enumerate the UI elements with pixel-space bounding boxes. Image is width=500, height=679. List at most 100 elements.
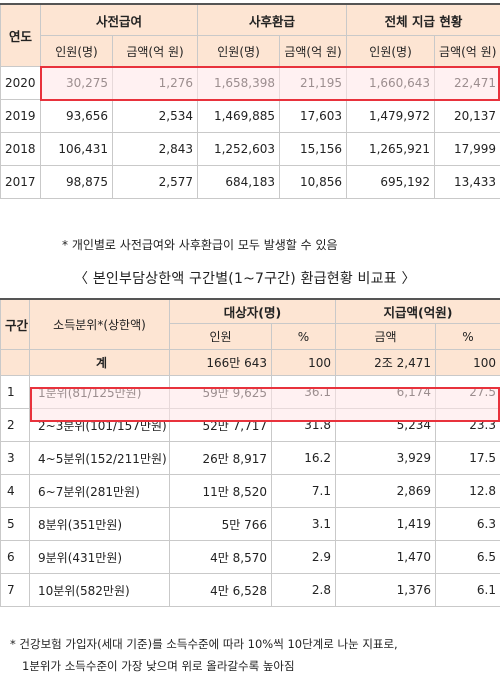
- value-cell: 12.8: [435, 474, 500, 508]
- table-row: 4 6~7분위(281만원) 11만 8,520 7.1 2,869 12.8: [0, 474, 500, 508]
- value-cell: 4만 8,570: [169, 540, 272, 574]
- section-cell: 7: [0, 573, 30, 607]
- table-row: 2018 106,431 2,843 1,252,603 15,156 1,26…: [0, 132, 500, 166]
- section-cell: 2: [0, 408, 30, 442]
- value-cell: 26만 8,917: [169, 441, 272, 475]
- section-title: 〈 본인부담상한액 구간별(1~7구간) 환급현황 비교표 〉: [74, 271, 416, 287]
- income-cell: 6~7분위(281만원): [29, 474, 170, 508]
- table-row: 2020 30,275 1,276 1,658,398 21,195 1,660…: [0, 66, 500, 100]
- value-cell: 106,431: [40, 132, 113, 166]
- value-cell: 2.9: [271, 540, 336, 574]
- group-header-refund: 사후환급: [197, 3, 348, 36]
- group-header-recipients: 대상자(명): [169, 298, 336, 324]
- value-cell: 684,183: [197, 165, 281, 199]
- section-cell: 3: [0, 441, 30, 475]
- value-cell: 13,433: [434, 165, 500, 199]
- section-cell: 6: [0, 540, 30, 574]
- value-cell: 27.5: [435, 375, 500, 409]
- section-header: 구간: [0, 298, 30, 350]
- year-cell: 2017: [0, 165, 41, 199]
- sub-header: 금액(억 원): [111, 35, 199, 67]
- value-cell: 166만 643: [169, 349, 272, 376]
- value-cell: 20,137: [434, 99, 500, 133]
- section-cell: 5: [0, 507, 30, 541]
- group-header-prepayment: 사전급여: [39, 3, 199, 36]
- value-cell: 16.2: [271, 441, 336, 475]
- value-cell: 6,174: [335, 375, 436, 409]
- value-cell: 1,479,972: [346, 99, 436, 133]
- value-cell: 15,156: [279, 132, 348, 166]
- value-cell: 1,276: [111, 66, 199, 100]
- value-cell: 59만 9,625: [169, 375, 272, 409]
- value-cell: 2,843: [111, 132, 199, 166]
- value-cell: 1,660,643: [346, 66, 436, 100]
- value-cell: 7.1: [271, 474, 336, 508]
- income-cell: 2~3분위(101/157만원): [29, 408, 170, 442]
- sub-header: 금액: [335, 323, 436, 350]
- table-row: 5 8분위(351만원) 5만 766 3.1 1,419 6.3: [0, 507, 500, 541]
- table-row: 6 9분위(431만원) 4만 8,570 2.9 1,470 6.5: [0, 540, 500, 574]
- income-cell: 9분위(431만원): [29, 540, 170, 574]
- value-cell: 52만 7,717: [169, 408, 272, 442]
- value-cell: 100: [435, 349, 500, 376]
- year-cell: 2019: [0, 99, 41, 133]
- sub-header: %: [435, 323, 500, 350]
- value-cell: 5,234: [335, 408, 436, 442]
- year-cell: 2018: [0, 132, 41, 166]
- value-cell: 1,376: [335, 573, 436, 607]
- value-cell: 31.8: [271, 408, 336, 442]
- value-cell: 1,470: [335, 540, 436, 574]
- table-row: 1 1분위(81/125만원) 59만 9,625 36.1 6,174 27.…: [0, 375, 500, 409]
- value-cell: 5만 766: [169, 507, 272, 541]
- total-row-spacer: [0, 349, 30, 376]
- year-cell: 2020: [0, 66, 41, 100]
- value-cell: 98,875: [40, 165, 113, 199]
- value-cell: 22,471: [434, 66, 500, 100]
- value-cell: 2.8: [271, 573, 336, 607]
- value-cell: 17,603: [279, 99, 348, 133]
- value-cell: 2,577: [111, 165, 199, 199]
- table-row: 2019 93,656 2,534 1,469,885 17,603 1,479…: [0, 99, 500, 133]
- table-row: 2 2~3분위(101/157만원) 52만 7,717 31.8 5,234 …: [0, 408, 500, 442]
- income-cell: 10분위(582만원): [29, 573, 170, 607]
- annual-payment-table: 연도 사전급여 사후환급 전체 지급 현황 인원(명) 금액(억 원) 인원(명…: [0, 3, 500, 199]
- income-header: 소득분위*(상한액): [29, 298, 170, 350]
- value-cell: 36.1: [271, 375, 336, 409]
- value-cell: 1,265,921: [346, 132, 436, 166]
- value-cell: 3.1: [271, 507, 336, 541]
- sub-header: 인원(명): [197, 35, 281, 67]
- value-cell: 6.3: [435, 507, 500, 541]
- footnote-income-decile: * 건강보험 가입자(세대 기준)를 소득수준에 따라 10%씩 10단계로 나…: [10, 637, 398, 651]
- section-cell: 4: [0, 474, 30, 508]
- income-cell: 4~5분위(152/211만원): [29, 441, 170, 475]
- sub-header: 인원(명): [346, 35, 436, 67]
- group-header-amount: 지급액(억원): [335, 298, 500, 324]
- value-cell: 93,656: [40, 99, 113, 133]
- sub-header: 금액(억 원): [434, 35, 500, 67]
- year-header: 연도: [0, 3, 41, 67]
- table-row: 7 10분위(582만원) 4만 6,528 2.8 1,376 6.1: [0, 573, 500, 607]
- total-row: 계 166만 643 100 2조 2,471 100: [0, 349, 500, 376]
- value-cell: 2조 2,471: [335, 349, 436, 376]
- value-cell: 100: [271, 349, 336, 376]
- value-cell: 23.3: [435, 408, 500, 442]
- value-cell: 17,999: [434, 132, 500, 166]
- sub-header: 금액(억 원): [279, 35, 348, 67]
- value-cell: 4만 6,528: [169, 573, 272, 607]
- value-cell: 2,869: [335, 474, 436, 508]
- value-cell: 2,534: [111, 99, 199, 133]
- income-cell: 1분위(81/125만원): [29, 375, 170, 409]
- value-cell: 11만 8,520: [169, 474, 272, 508]
- value-cell: 1,419: [335, 507, 436, 541]
- value-cell: 30,275: [40, 66, 113, 100]
- value-cell: 1,252,603: [197, 132, 281, 166]
- section-refund-table: 구간 소득분위*(상한액) 대상자(명) 지급액(억원) 인원 % 금액 % 계…: [0, 298, 500, 607]
- value-cell: 1,469,885: [197, 99, 281, 133]
- value-cell: 6.5: [435, 540, 500, 574]
- value-cell: 10,856: [279, 165, 348, 199]
- group-header-total: 전체 지급 현황: [346, 3, 500, 36]
- value-cell: 695,192: [346, 165, 436, 199]
- footnote-overlap: * 개인별로 사전급여와 사후환급이 모두 발생할 수 있음: [62, 238, 338, 252]
- table-row: 2017 98,875 2,577 684,183 10,856 695,192…: [0, 165, 500, 199]
- footnote-income-decile-2: 1분위가 소득수준이 가장 낮으며 위로 올라갈수록 높아짐: [22, 659, 295, 673]
